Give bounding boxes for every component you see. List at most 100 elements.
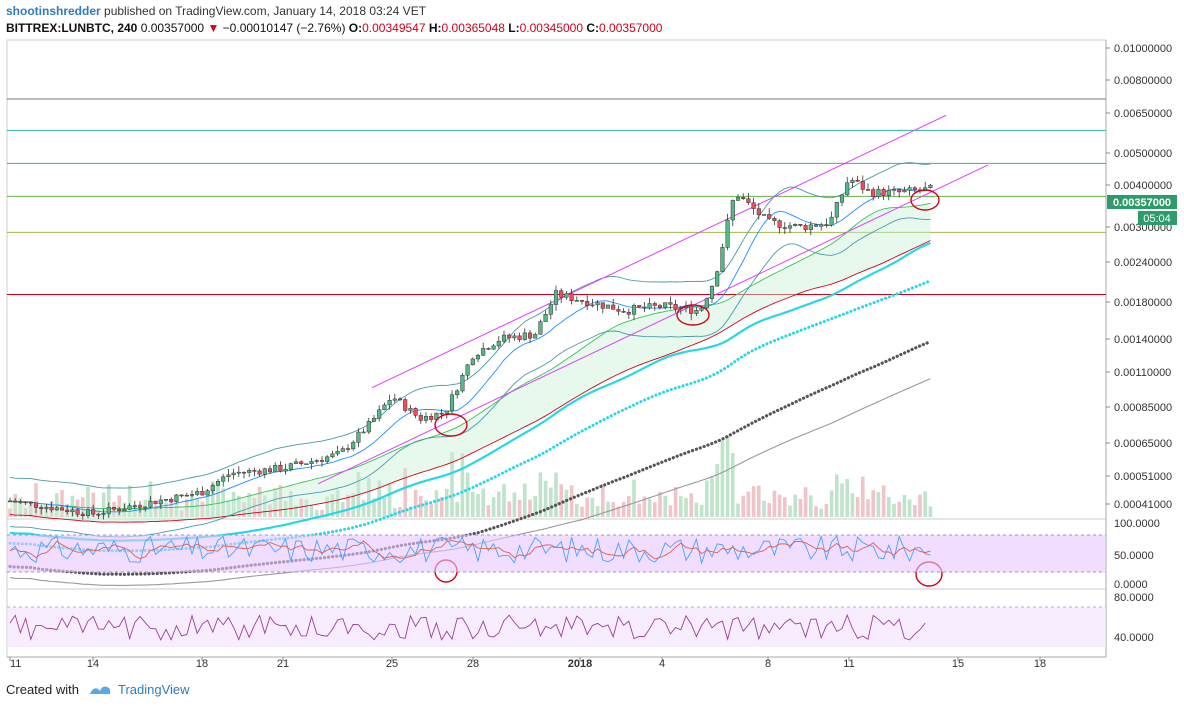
volume-bar — [762, 500, 766, 517]
volume-bar — [60, 490, 64, 517]
high-value: 0.00365048 — [441, 21, 505, 35]
candle-body — [403, 399, 408, 411]
candle-body — [371, 418, 377, 422]
x-tick-label: 28 — [467, 658, 479, 670]
volume-bar — [616, 506, 621, 517]
candle-body — [704, 298, 709, 309]
volume-bar — [320, 509, 324, 517]
candle-body — [486, 348, 491, 350]
candle-body — [907, 187, 912, 191]
volume-bar — [840, 483, 844, 517]
volume-bar — [268, 504, 272, 517]
volume-bar — [465, 472, 470, 517]
x-tick-label: 15 — [952, 658, 964, 670]
volume-bar — [341, 502, 345, 517]
candle-body — [132, 505, 137, 508]
rsi-panel: 100.0000 50.0000 0.0000 — [7, 518, 1160, 591]
candle-body — [340, 448, 345, 452]
candle-body — [595, 302, 600, 306]
candle-body — [652, 303, 657, 306]
candle-body — [330, 453, 335, 458]
candle-body — [444, 410, 449, 414]
x-tick-label: 18 — [196, 658, 208, 670]
candle-body — [470, 358, 475, 366]
volume-bar — [23, 507, 28, 517]
candle-body — [891, 189, 897, 191]
volume-bar — [408, 506, 413, 517]
candle-body — [33, 502, 39, 508]
volume-bar — [606, 501, 610, 517]
candle-body — [871, 189, 876, 197]
author-link[interactable]: shootinshredder — [6, 4, 101, 18]
candle-body — [236, 471, 241, 474]
volume-bar — [294, 505, 298, 517]
price-change: −0.00010147 (−2.76%) — [222, 21, 346, 35]
x-tick-label: 11 — [10, 658, 21, 670]
volume-bar — [679, 496, 683, 517]
volume-bar — [772, 490, 777, 517]
volume-bar — [533, 495, 537, 517]
volume-bar — [871, 490, 875, 517]
candle-body — [39, 507, 44, 509]
candle-body — [70, 509, 75, 513]
candle-body — [491, 345, 496, 350]
volume-bar — [439, 496, 444, 517]
horizontal-levels — [7, 98, 1106, 295]
volume-bar — [861, 476, 865, 517]
last-price-label: 0.00357000 — [1113, 197, 1171, 209]
volume-bar — [309, 505, 314, 517]
candle-body — [527, 332, 533, 339]
candle-body — [429, 415, 434, 420]
candle-body — [314, 460, 319, 462]
volume-bar — [653, 502, 657, 517]
volume-bar — [481, 488, 485, 517]
candle-body — [897, 189, 902, 193]
volume-bar — [595, 505, 600, 517]
candle-body — [746, 198, 751, 203]
volume-bar — [585, 497, 589, 517]
candle-body — [205, 490, 210, 496]
volume-bar — [715, 463, 719, 517]
volume-bar — [554, 472, 558, 517]
tradingview-link[interactable]: TradingView — [118, 682, 190, 697]
candle-body — [694, 310, 699, 314]
candle-body — [501, 334, 507, 342]
candle-body — [720, 247, 725, 272]
candle-body — [143, 506, 148, 509]
candle-body — [252, 470, 257, 472]
candle-body — [179, 494, 184, 497]
volume-bar — [684, 497, 688, 517]
volume-bar — [361, 500, 366, 517]
candle-body — [122, 509, 127, 511]
x-tick-label: 11 — [843, 658, 854, 670]
candle-body — [808, 224, 813, 230]
candle-body — [319, 460, 325, 462]
candle-body — [262, 468, 267, 475]
volume-bar — [419, 496, 423, 517]
volume-bar — [289, 490, 293, 517]
volume-bar — [793, 494, 797, 517]
candle-body — [798, 224, 803, 226]
volume-bar — [200, 501, 205, 517]
volume-bar — [179, 510, 184, 517]
price-axis: 0.01000000 0.00800000 0.00650000 0.00500000… — [1106, 43, 1172, 511]
volume-bar — [450, 452, 454, 517]
close-value: 0.00357000 — [599, 21, 663, 35]
candle-body — [579, 300, 585, 302]
highlight-circle — [434, 413, 468, 437]
candle-body — [273, 465, 278, 473]
volume-bar — [850, 493, 855, 517]
volume-bar — [476, 493, 480, 517]
volume-bar — [923, 491, 927, 517]
candle-body — [865, 189, 871, 191]
volume-bar — [164, 502, 168, 517]
candle-body — [413, 408, 418, 416]
candle-body — [538, 321, 543, 335]
volume-bar — [809, 495, 813, 517]
volume-bar — [569, 485, 574, 517]
volume-bar — [205, 490, 210, 517]
volume-bar — [512, 492, 517, 517]
candle-body — [28, 501, 33, 504]
volume-bar — [497, 491, 501, 517]
